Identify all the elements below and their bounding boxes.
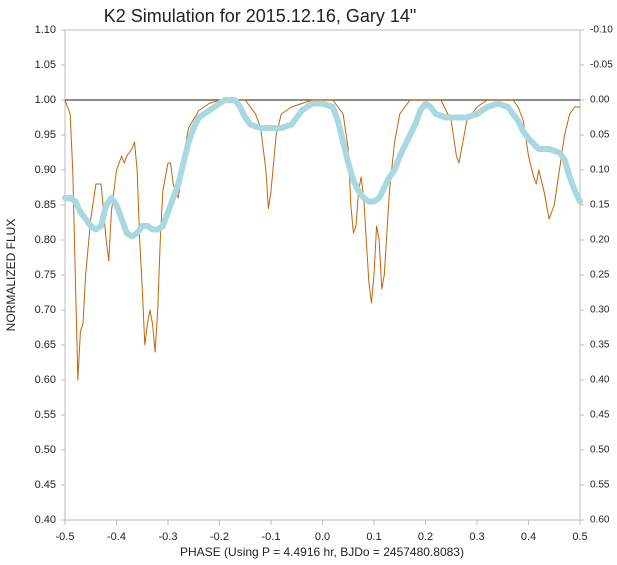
y2-tick-label: 0.50 (590, 445, 610, 456)
y-tick-label: 0.60 (35, 374, 56, 386)
x-tick-label: -0.1 (262, 531, 281, 543)
y-tick-label: 0.85 (35, 199, 56, 211)
chart-title: K2 Simulation for 2015.12.16, Gary 14" (104, 6, 417, 26)
y2-tick-label: 0.00 (590, 95, 610, 106)
y2-tick-label: 0.10 (590, 165, 610, 176)
y2-tick-label: 0.60 (590, 515, 610, 526)
y-tick-label: 1.00 (35, 94, 56, 106)
x-tick-label: 0.2 (418, 531, 433, 543)
y2-tick-label: -0.10 (590, 25, 613, 36)
y-tick-label: 1.10 (35, 24, 56, 36)
y2-tick-label: 0.55 (590, 480, 610, 491)
y2-tick-label: 0.25 (590, 270, 610, 281)
x-tick-label: 0.0 (315, 531, 330, 543)
y-tick-label: 0.80 (35, 234, 56, 246)
y-tick-label: 0.95 (35, 129, 56, 141)
y2-tick-label: -0.05 (590, 60, 613, 71)
y-tick-label: 0.70 (35, 304, 56, 316)
x-tick-label: -0.4 (107, 531, 126, 543)
y2-tick-label: 0.20 (590, 235, 610, 246)
y2-tick-label: 0.45 (590, 410, 610, 421)
y-tick-label: 0.50 (35, 444, 56, 456)
x-tick-label: -0.2 (210, 531, 229, 543)
plot-area (64, 29, 581, 521)
y-axis-title: NORMALIZED FLUX (4, 219, 18, 332)
y-tick-label: 0.65 (35, 339, 56, 351)
y2-tick-label: 0.35 (590, 340, 610, 351)
y2-tick-label: 0.15 (590, 200, 610, 211)
y-tick-label: 1.05 (35, 59, 56, 71)
y-tick-label: 0.55 (35, 409, 56, 421)
x-tick-label: 0.4 (521, 531, 536, 543)
y2-tick-label: 0.30 (590, 305, 610, 316)
series-line (62, 97, 583, 240)
x-tick-label: 0.1 (366, 531, 381, 543)
y-tick-label: 0.75 (35, 269, 56, 281)
x-tick-label: 0.5 (572, 531, 587, 543)
x-axis-title: PHASE (Using P = 4.4916 hr, BJDo = 24574… (180, 545, 464, 559)
series-line (64, 99, 581, 381)
y2-tick-label: 0.05 (590, 130, 610, 141)
y-tick-label: 0.40 (35, 514, 56, 526)
x-tick-label: 0.3 (469, 531, 484, 543)
x-tick-label: -0.5 (56, 531, 75, 543)
y2-tick-label: 0.40 (590, 375, 610, 386)
x-tick-label: -0.3 (159, 531, 178, 543)
y-tick-label: 0.90 (35, 164, 56, 176)
y-tick-label: 0.45 (35, 479, 56, 491)
